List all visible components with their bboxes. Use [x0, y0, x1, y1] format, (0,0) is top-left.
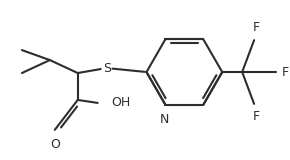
Text: O: O: [50, 138, 60, 151]
Text: OH: OH: [112, 96, 131, 109]
Text: F: F: [282, 66, 289, 79]
Text: F: F: [253, 21, 260, 34]
Text: F: F: [253, 110, 260, 123]
Text: N: N: [160, 113, 169, 126]
Text: S: S: [103, 62, 110, 75]
